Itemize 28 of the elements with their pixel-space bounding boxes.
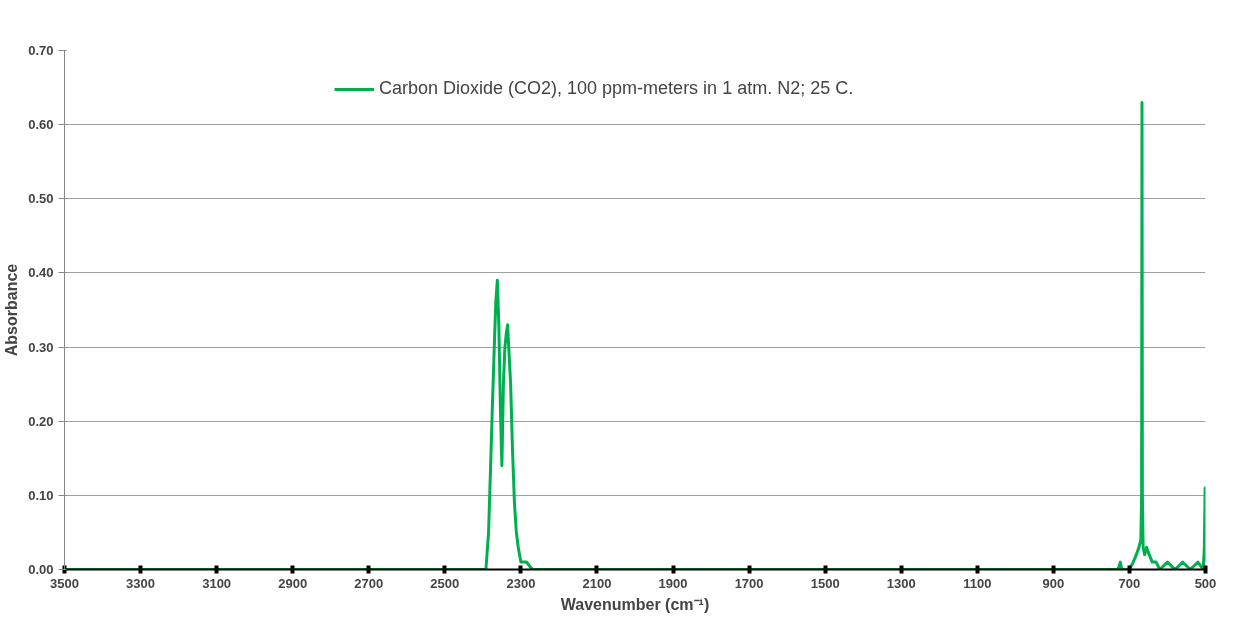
- x-tick-label: 1100: [963, 575, 992, 591]
- x-tick-label: 1300: [886, 575, 916, 591]
- x-tick-label: 3500: [50, 575, 79, 591]
- x-tick-label: 2100: [582, 575, 612, 591]
- y-tick-label: 0.70: [28, 43, 54, 58]
- x-tick-label: 2900: [278, 575, 308, 591]
- x-tick-label: 1700: [734, 575, 764, 591]
- x-tick-label: 1900: [658, 575, 688, 591]
- x-tick-label: 500: [1194, 575, 1217, 591]
- y-tick-label: 0.50: [28, 191, 54, 207]
- x-tick-label: 2300: [506, 575, 536, 591]
- x-tick-label: 700: [1118, 575, 1141, 591]
- y-tick-label: 0.00: [28, 562, 54, 577]
- x-tick-label: 2700: [354, 575, 384, 591]
- y-tick-label: 0.30: [28, 339, 54, 355]
- x-tick-label: 3100: [202, 575, 232, 591]
- y-axis-title: Absorbance: [3, 263, 21, 357]
- x-tick-label: 1500: [810, 575, 840, 591]
- x-tick-label: 2500: [430, 575, 460, 591]
- y-tick-label: 0.10: [28, 487, 54, 503]
- y-tick-label: 0.20: [28, 413, 54, 429]
- line-series: [64, 100, 1206, 570]
- legend-label: Carbon Dioxide (CO2), 100 ppm-meters in 1 atm. N2; 25 C.: [379, 78, 854, 99]
- x-axis-title: Wavenumber (cm⁻¹): [560, 595, 710, 613]
- x-tick-label: 3300: [126, 575, 156, 591]
- x-tick-label: 900: [1042, 575, 1065, 591]
- y-tick-label: 0.40: [28, 265, 54, 281]
- y-tick-label: 0.60: [28, 117, 54, 133]
